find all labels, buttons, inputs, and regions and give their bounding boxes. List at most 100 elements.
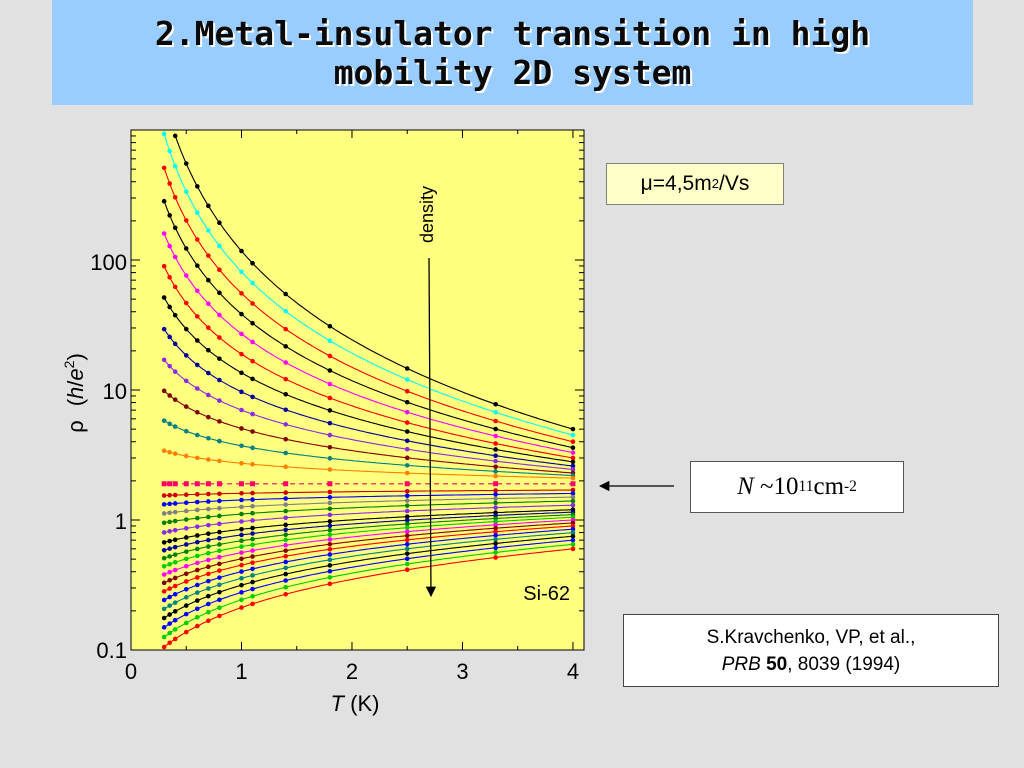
series-2-point [283,326,288,332]
series-9-point [404,455,410,461]
series-27-line [163,535,574,619]
series-29-point [167,630,172,636]
series-22-point [493,522,498,528]
series-27-point [283,571,288,577]
reference-volume: 50 [766,653,788,675]
series-27-point [239,582,244,588]
series-24-point [161,589,167,594]
series-14-point [404,493,410,499]
x-axis-label-unit: (K) [350,691,379,716]
series-8-point [217,398,222,403]
series-9-point [239,426,244,431]
series-1-point [194,210,200,215]
series-28-line [163,539,574,628]
series-12-point [216,481,222,487]
series-15-point [493,496,498,501]
series-13-point [172,492,178,498]
series-29-point [172,627,178,632]
series-22-point [404,529,410,534]
y-axis-label-h: h [63,387,88,399]
series-9-point [250,429,255,434]
series-17-point [161,530,167,535]
series-5-point [493,441,498,446]
series-25-line [163,528,574,601]
series-20-point [194,546,200,552]
series-2-point [194,237,200,242]
series-4-point [570,450,576,455]
series-13-point [194,492,200,497]
series-26-point [570,530,576,535]
series-29-point [327,575,333,580]
series-17-point [167,528,172,534]
series-10-point [217,438,222,444]
series-16-line [164,500,574,524]
series-0-point [172,133,178,139]
series-3-point [194,263,200,268]
series-10-point [250,445,255,451]
mobility-suffix: /Vs [718,172,750,195]
series-30-point [493,555,498,560]
series-16-point [327,506,333,512]
series-18-point [217,529,222,535]
series-26-point [283,565,288,571]
series-22-line [163,519,574,576]
series-2-point [167,181,172,186]
series-21-point [493,519,498,524]
series-11-point [167,449,172,455]
series-12-point [327,481,333,487]
series-17-point [172,527,178,533]
series-14-point [217,498,222,504]
series-23-point [172,575,178,581]
series-30-point [206,618,211,624]
series-10-point [493,469,498,474]
series-6-point [493,447,498,452]
series-15-point [183,508,189,514]
series-20-point [283,532,288,538]
series-11-point [183,453,189,459]
series-30-point [327,581,333,587]
series-13-point [327,489,333,495]
series-14-point [493,492,498,497]
x-tick-label-3: 3 [456,659,468,684]
series-27-point [194,598,200,603]
series-6-point [250,376,255,382]
series-22-point [167,569,172,575]
series-29-point [404,561,410,567]
series-3-point [570,445,576,450]
series-14-point [570,491,576,496]
x-tick-label-0: 0 [125,659,137,684]
series-11-point [194,455,200,461]
series-27-point [404,551,410,556]
series-9-point [161,388,167,394]
series-17-point [250,518,255,523]
series-12-point [167,481,173,487]
series-26-point [217,582,222,588]
series-4-point [167,243,172,249]
series-5-point [327,395,333,401]
series-25-point [250,566,255,572]
series-16-point [172,518,178,524]
reference-authors: S.Kravchenko, VP, et al., [706,626,916,648]
series-20-point [250,536,255,542]
series-6-point [327,408,333,413]
series-5-point [183,300,189,306]
series-0-point [239,248,244,254]
series-2-point [250,301,255,306]
sample-label: Si-62 [523,583,570,605]
series-22-point [250,548,255,553]
series-3-point [217,290,222,296]
series-13-point [283,490,288,495]
series-21-point [239,544,244,549]
series-0-point [250,260,255,266]
series-25-point [194,582,200,588]
series-2-point [327,353,333,359]
series-26-point [167,603,172,608]
curves [161,131,576,650]
series-30-point [250,601,255,607]
series-15-point [206,506,211,512]
series-25-point [172,591,178,597]
series-27-point [217,589,222,595]
series-10-point [172,424,178,429]
series-17-point [493,505,498,510]
series-27-point [206,593,211,599]
